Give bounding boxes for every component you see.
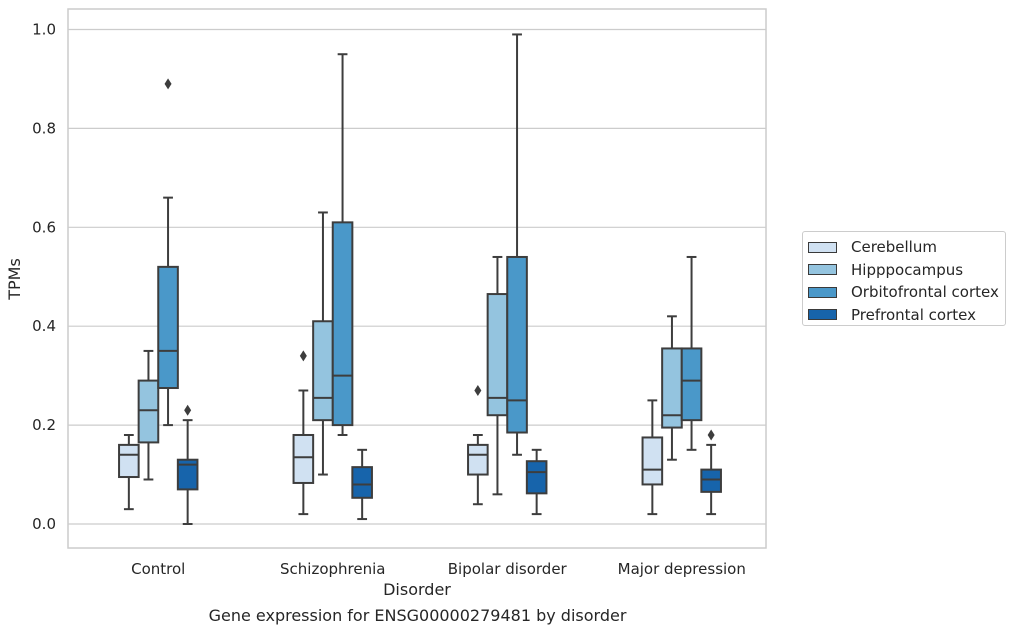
- box-hipppocampus: [661, 315, 683, 461]
- y-tick-label: 0.4: [32, 317, 56, 335]
- legend-swatch: [808, 264, 837, 276]
- legend: Cerebellum Hipppocampus Orbitofrontal cort…: [802, 231, 1006, 326]
- box-hipppocampus: [486, 255, 509, 496]
- box-cerebellum: [292, 350, 315, 516]
- box-prefrontal-cortex: [525, 448, 548, 516]
- box-orbitofrontal-cortex: [506, 33, 528, 456]
- x-tick-label: Control: [131, 560, 185, 578]
- box-iqr: [157, 265, 179, 390]
- box-iqr: [641, 436, 664, 486]
- legend-item: Cerebellum: [803, 236, 1005, 259]
- legend-label: Cerebellum: [851, 238, 937, 257]
- box-iqr: [118, 443, 140, 479]
- box-iqr: [525, 460, 548, 495]
- y-tick-label: 0.6: [32, 218, 56, 236]
- x-axis-label: Disorder: [383, 580, 451, 599]
- box-orbitofrontal-cortex: [331, 53, 354, 436]
- y-tick-label: 1.0: [32, 21, 56, 39]
- outlier-point: [707, 429, 715, 441]
- legend-item: Orbitofrontal cortex: [803, 281, 1005, 304]
- outlier-point: [299, 350, 307, 362]
- box-iqr: [312, 320, 334, 422]
- legend-label: Prefrontal cortex: [851, 305, 976, 324]
- box-iqr: [680, 347, 703, 422]
- box-hipppocampus: [312, 211, 334, 476]
- y-tick-labels: 0.0 0.2 0.4 0.6 0.8 1.0: [32, 21, 56, 534]
- legend-label: Orbitofrontal cortex: [851, 283, 999, 302]
- gridlines: [68, 28, 766, 525]
- y-axis-label: TPMs: [5, 258, 24, 301]
- outlier-point: [164, 78, 172, 90]
- box-prefrontal-cortex: [700, 429, 722, 516]
- box-iqr: [176, 458, 199, 491]
- box-iqr: [467, 443, 489, 476]
- box-prefrontal-cortex: [176, 404, 199, 525]
- box-cerebellum: [467, 384, 489, 506]
- boxes: [118, 33, 722, 525]
- outlier-point: [474, 384, 482, 396]
- legend-swatch: [808, 241, 837, 253]
- legend-swatch: [808, 286, 837, 298]
- box-hipppocampus: [137, 349, 160, 481]
- box-cerebellum: [641, 399, 664, 516]
- x-tick-labels: Control Schizophrenia Bipolar disorder Majo…: [131, 560, 746, 578]
- outlier-point: [184, 404, 192, 416]
- box-iqr: [506, 255, 528, 434]
- figure-caption: Gene expression for ENSG00000279481 by d…: [208, 606, 627, 625]
- box-orbitofrontal-cortex: [157, 78, 179, 427]
- legend-label: Hipppocampus: [851, 260, 964, 279]
- legend-item: Hipppocampus: [803, 259, 1005, 282]
- box-iqr: [137, 379, 160, 444]
- legend-item: Prefrontal cortex: [803, 304, 1005, 327]
- plot-frame: [67, 8, 767, 549]
- box-prefrontal-cortex: [351, 448, 373, 521]
- legend-swatch: [808, 309, 837, 321]
- box-iqr: [351, 466, 373, 499]
- x-tick-label: Schizophrenia: [280, 560, 385, 578]
- x-tick-label: Major depression: [618, 560, 746, 578]
- y-tick-label: 0.8: [32, 119, 56, 137]
- box-iqr: [292, 433, 315, 484]
- y-tick-label: 0.0: [32, 515, 56, 533]
- box-cerebellum: [118, 433, 140, 511]
- box-iqr: [331, 221, 354, 427]
- box-iqr: [700, 468, 722, 493]
- x-tick-label: Bipolar disorder: [448, 560, 568, 578]
- y-tick-label: 0.2: [32, 416, 56, 434]
- box-orbitofrontal-cortex: [680, 255, 703, 451]
